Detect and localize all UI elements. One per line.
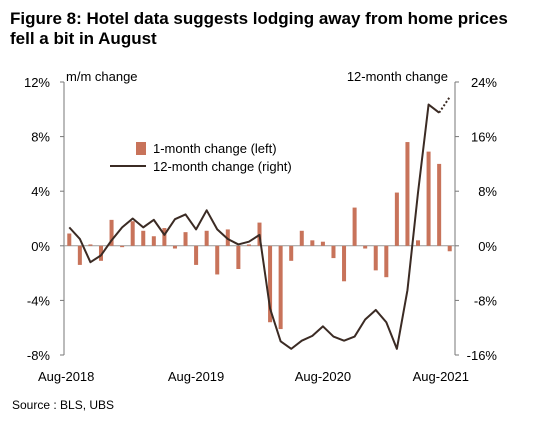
line-12-month-latest: [438, 96, 451, 114]
bar: [289, 245, 294, 261]
bar: [352, 207, 357, 246]
bar: [246, 244, 251, 246]
bar: [225, 229, 230, 246]
right-tick-label: 16%: [471, 130, 497, 145]
x-tick-label: Aug-2019: [168, 369, 224, 384]
bar: [194, 245, 199, 265]
bar: [120, 245, 125, 248]
bar: [98, 245, 103, 261]
bar: [77, 245, 82, 265]
bar: [426, 151, 431, 246]
bar: [109, 219, 114, 246]
line-12-month: [68, 103, 440, 350]
left-tick-label: -4%: [27, 293, 51, 308]
legend: 1-month change (left) 12-month change (ri…: [110, 141, 292, 174]
left-tick-label: 8%: [31, 130, 50, 145]
bar: [268, 245, 273, 323]
bar: [299, 230, 304, 246]
right-tick-label: -16%: [467, 348, 498, 363]
right-tick-label: -8%: [474, 293, 498, 308]
bar: [204, 230, 209, 246]
right-tick-label: 8%: [478, 184, 497, 199]
bar: [447, 245, 452, 252]
left-tick-label: 0%: [31, 239, 50, 254]
right-tick-label: 0%: [478, 239, 497, 254]
bar: [405, 142, 410, 246]
x-tick-label: Aug-2020: [295, 369, 351, 384]
bar: [373, 245, 378, 271]
bar: [236, 245, 241, 270]
left-axis-title: m/m change: [66, 69, 138, 84]
bar: [151, 236, 156, 246]
left-tick-label: -8%: [27, 348, 51, 363]
source-note: Source : BLS, UBS: [12, 398, 115, 412]
bar: [342, 245, 347, 282]
legend-bar-label: 1-month change (left): [153, 141, 277, 156]
x-tick-label: Aug-2021: [413, 369, 469, 384]
bar: [183, 232, 188, 246]
bar: [363, 245, 368, 249]
bar: [172, 245, 177, 249]
bar: [88, 244, 93, 246]
bar: [394, 192, 399, 246]
left-tick-label: 4%: [31, 184, 50, 199]
bar: [331, 245, 336, 259]
line-series: [68, 96, 451, 350]
axis-labels: 12% 8% 4% 0% -4% -8% 24% 16% 8% 0% -8% -16% Aug-2018…: [24, 69, 497, 384]
bar: [384, 245, 389, 278]
bar: [162, 228, 167, 246]
right-tick-label: 24%: [471, 75, 497, 90]
bar: [130, 221, 135, 246]
axes: [60, 81, 459, 356]
chart-title: Figure 8: Hotel data suggests lodging aw…: [10, 9, 508, 48]
left-tick-label: 12%: [24, 75, 50, 90]
legend-line-label: 12-month change (right): [153, 159, 292, 174]
bar: [67, 233, 72, 246]
bar: [215, 245, 220, 275]
bar: [310, 240, 315, 246]
bar: [437, 163, 442, 246]
right-axis-title: 12-month change: [347, 69, 448, 84]
legend-bar-swatch: [136, 142, 146, 155]
bar: [278, 245, 283, 330]
x-tick-label: Aug-2018: [38, 369, 94, 384]
bar: [416, 240, 421, 246]
bar: [141, 230, 146, 246]
bar: [320, 241, 325, 246]
